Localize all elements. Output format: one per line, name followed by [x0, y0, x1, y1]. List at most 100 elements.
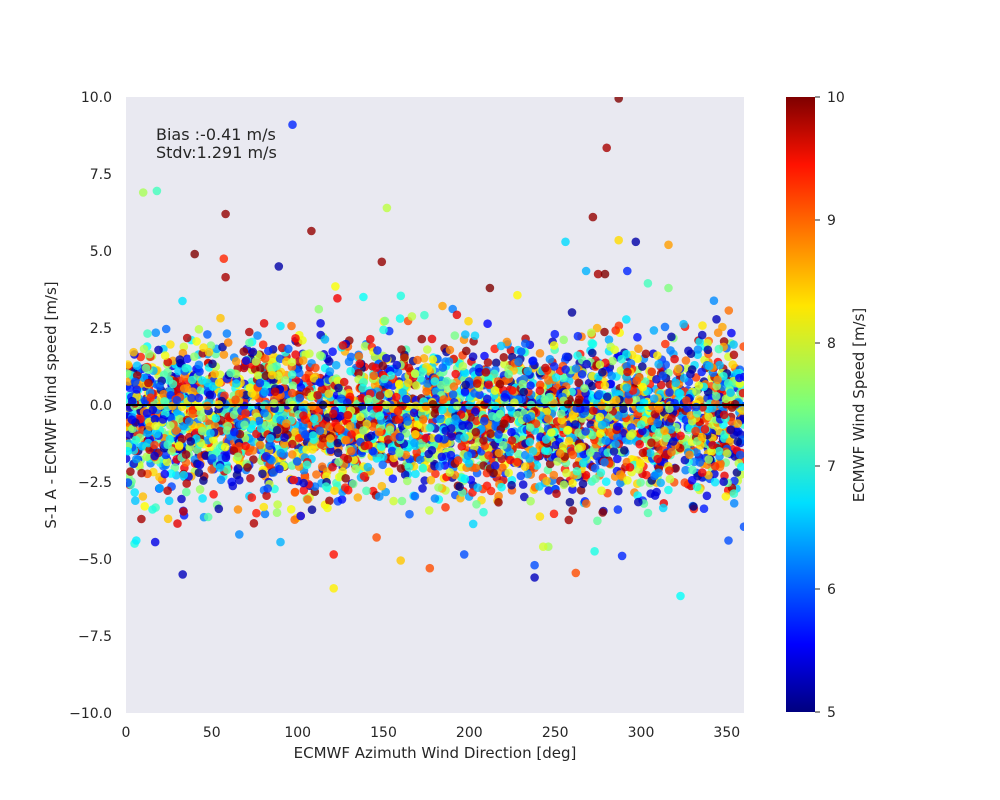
scatter-point: [480, 351, 489, 361]
scatter-point: [613, 422, 622, 431]
scatter-point: [380, 316, 390, 326]
scatter-point: [547, 428, 556, 437]
scatter-point: [233, 505, 243, 514]
scatter-point: [468, 519, 478, 529]
scatter-point: [434, 483, 443, 492]
scatter-point: [550, 329, 560, 339]
scatter-point: [543, 414, 553, 424]
scatter-point: [330, 486, 339, 496]
scatter-point: [532, 461, 542, 470]
scatter-point: [132, 361, 142, 371]
scatter-point: [568, 485, 577, 494]
scatter-point: [163, 357, 173, 367]
scatter-point: [141, 363, 151, 373]
scatter-point-outlier: [571, 568, 581, 578]
scatter-point: [653, 454, 662, 464]
scatter-point: [622, 349, 631, 359]
scatter-point: [588, 339, 598, 349]
scatter-point: [658, 503, 668, 513]
scatter-point: [702, 491, 712, 501]
scatter-point: [458, 421, 467, 431]
scatter-point: [595, 412, 605, 422]
scatter-point: [420, 310, 429, 320]
scatter-point: [658, 371, 667, 381]
colorbar-tick-label: 6: [827, 582, 836, 598]
scatter-point: [248, 347, 258, 357]
scatter-point: [441, 503, 450, 512]
scatter-point: [714, 344, 724, 354]
scatter-point: [155, 382, 164, 391]
scatter-point: [312, 470, 321, 479]
scatter-point: [703, 338, 712, 348]
scatter-point: [288, 381, 298, 391]
scatter-point: [178, 296, 187, 306]
scatter-point: [518, 379, 527, 389]
scatter-point: [712, 381, 721, 391]
scatter-point: [397, 345, 406, 354]
scatter-point: [593, 516, 602, 526]
scatter-point: [194, 402, 204, 411]
scatter-point: [721, 394, 731, 404]
scatter-point: [697, 432, 707, 442]
scatter-point: [525, 454, 534, 463]
scatter-point: [179, 470, 188, 480]
scatter-point: [307, 505, 317, 514]
scatter-point: [187, 393, 196, 403]
scatter-point: [581, 470, 591, 480]
scatter-point: [259, 319, 269, 328]
scatter-point: [669, 437, 678, 446]
scatter-point: [404, 462, 414, 472]
scatter-point: [556, 409, 566, 419]
scatter-point: [183, 354, 192, 364]
scatter-point: [422, 387, 431, 396]
scatter-point: [195, 367, 204, 376]
scatter-point: [600, 327, 609, 337]
scatter-point: [692, 448, 701, 457]
scatter-point: [729, 489, 739, 498]
scatter-point: [542, 476, 551, 486]
scatter-point-outlier: [600, 269, 610, 279]
scatter-point: [481, 368, 491, 377]
scatter-point: [665, 474, 675, 484]
scatter-point: [307, 401, 317, 411]
scatter-point: [275, 464, 284, 474]
scatter-point: [670, 354, 679, 364]
scatter-point: [389, 496, 398, 506]
scatter-point: [131, 496, 140, 506]
scatter-point: [366, 431, 376, 441]
x-tick-labels: 0 50 100 150 200 250 300 350: [122, 725, 741, 741]
scatter-point: [203, 330, 212, 339]
scatter-point: [597, 486, 606, 496]
scatter-point: [407, 312, 417, 321]
scatter-point: [398, 388, 408, 398]
scatter-point: [421, 433, 431, 443]
scatter-point: [595, 360, 605, 370]
scatter-point: [715, 360, 724, 370]
scatter-point: [600, 381, 610, 390]
scatter-point: [472, 500, 481, 509]
scatter-point: [483, 358, 493, 367]
scatter-point: [520, 492, 529, 502]
scatter-point: [607, 371, 617, 381]
scatter-point: [179, 384, 189, 393]
scatter-point: [445, 468, 455, 477]
scatter-point: [572, 466, 582, 476]
scatter-point-outlier: [276, 537, 285, 547]
scatter-point: [139, 344, 149, 354]
scatter-point: [420, 476, 430, 485]
scatter-point: [204, 347, 214, 357]
scatter-point: [464, 316, 473, 326]
scatter-point: [482, 394, 492, 404]
scatter-point: [671, 378, 681, 388]
scatter-point: [494, 430, 503, 439]
scatter-point: [411, 469, 420, 479]
scatter-point: [578, 479, 588, 489]
scatter-point: [337, 404, 347, 414]
scatter-point: [521, 339, 530, 348]
scatter-point: [287, 321, 296, 331]
scatter-point: [229, 410, 239, 420]
scatter-point: [698, 321, 707, 330]
scatter-point: [713, 375, 722, 385]
scatter-point: [730, 476, 739, 486]
scatter-point: [551, 373, 561, 382]
